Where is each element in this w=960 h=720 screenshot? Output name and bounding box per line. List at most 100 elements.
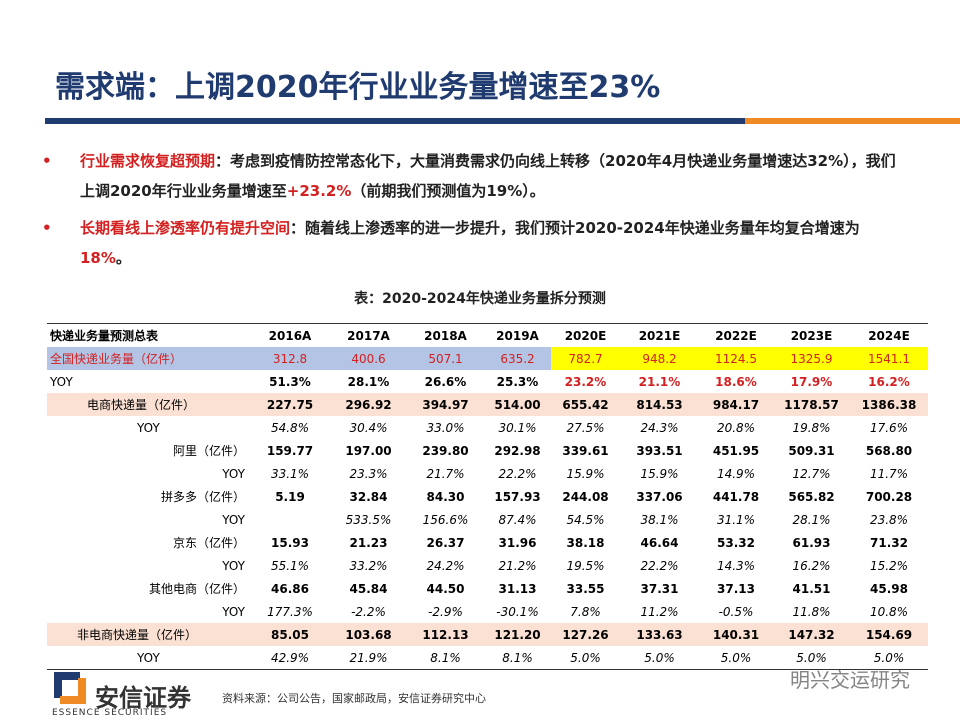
cell: 568.80: [865, 443, 913, 458]
cell: -30.1%: [496, 604, 539, 619]
cell: 45.98: [870, 581, 908, 596]
header-cell: 快递业务量预测总表: [47, 323, 250, 347]
row-label: 电商快递量（亿件）: [47, 393, 250, 416]
cell: 984.17: [699, 393, 773, 416]
row-label: YOY: [222, 512, 245, 527]
cell: 54.8%: [270, 420, 310, 435]
cell: 700.28: [865, 489, 913, 504]
row-label: YOY: [137, 420, 160, 435]
cell: 507.1: [407, 347, 484, 370]
bullet-highlight: 18%: [80, 249, 116, 267]
cell: 127.26: [551, 623, 620, 646]
cell: 51.3%: [269, 374, 311, 389]
row-label: 非电商快递量（亿件）: [47, 623, 250, 646]
table-row: 京东（亿件） 15.93 21.23 26.37 31.96 38.18 46.64 53.3…: [47, 531, 928, 554]
cell: 948.2: [620, 347, 699, 370]
header-cell: 2024E: [850, 323, 928, 347]
cell: 28.1%: [792, 512, 831, 527]
cell: -2.2%: [351, 604, 386, 619]
cell: 1386.38: [850, 393, 928, 416]
cell: 54.5%: [566, 512, 605, 527]
table-row: 电商快递量（亿件） 227.75 296.92 394.97 514.00 655.42 8…: [47, 393, 928, 416]
title-rule-accent: [745, 118, 960, 124]
cell: 21.7%: [426, 466, 465, 481]
bullet-tail: （前期我们预测值为19%）。: [351, 182, 545, 200]
cell: 84.30: [426, 489, 465, 504]
cell: 239.80: [422, 443, 469, 458]
cell: 655.42: [551, 393, 620, 416]
row-label: YOY: [50, 374, 73, 389]
bullet-dot: •: [42, 152, 52, 170]
cell: 37.13: [717, 581, 755, 596]
cell: 16.2%: [792, 558, 831, 573]
cell: 8.1%: [484, 646, 551, 670]
cell: 16.2%: [868, 374, 910, 389]
cell: 55.1%: [270, 558, 310, 573]
cell: 10.8%: [869, 604, 909, 619]
row-label: YOY: [222, 558, 245, 573]
cell: 20.8%: [716, 420, 756, 435]
cell: -2.9%: [428, 604, 463, 619]
cell: 292.98: [494, 443, 541, 458]
cell: 24.2%: [426, 558, 465, 573]
cell: 14.3%: [716, 558, 756, 573]
cell: 15.9%: [640, 466, 679, 481]
cell: 441.78: [712, 489, 760, 504]
cell: 1124.5: [699, 347, 773, 370]
title: 需求端：上调2020年行业业务量增速至23%: [55, 70, 661, 105]
table: 快递业务量预测总表 2016A 2017A 2018A 2019A 2020E 2021E 2…: [47, 323, 928, 670]
cell: 5.0%: [773, 646, 850, 670]
cell: 22.2%: [498, 466, 537, 481]
header-cell: 2019A: [484, 323, 551, 347]
bullets: • 行业需求恢复超预期：考虑到疫情防控常态化下，大量消费需求仍向线上转移（2020…: [40, 146, 910, 280]
table-row: YOY 55.1% 33.2% 24.2% 21.2% 19.5% 22.2% 14.3% 16…: [47, 554, 928, 577]
cell: 533.5%: [345, 512, 392, 527]
cell: 514.00: [484, 393, 551, 416]
cell: 23.8%: [869, 512, 909, 527]
cell: 394.97: [407, 393, 484, 416]
cell: 33.55: [566, 581, 605, 596]
source: 资料来源：公司公告，国家邮政局，安信证券研究中心: [222, 692, 486, 705]
header-cell: 2022E: [699, 323, 773, 347]
bullet: • 长期看线上渗透率仍有提升空间：随着线上渗透率的进一步提升，我们预计2020-2…: [40, 213, 910, 273]
table-row: YOY 54.8% 30.4% 33.0% 30.1% 27.5% 24.3% 20.8% 19…: [47, 416, 928, 439]
logo-en: ESSENCE SECURITIES: [52, 708, 168, 718]
bullet-lead: 行业需求恢复超预期: [80, 152, 216, 170]
cell: 22.2%: [640, 558, 679, 573]
table-row: 非电商快递量（亿件） 85.05 103.68 112.13 121.20 127.26 1…: [47, 623, 928, 646]
table-row: 拼多多（亿件） 5.19 32.84 84.30 157.93 244.08 337.06 4…: [47, 485, 928, 508]
cell: 71.32: [870, 535, 908, 550]
cell: 19.8%: [792, 420, 831, 435]
cell: 31.1%: [716, 512, 756, 527]
cell: 41.51: [792, 581, 831, 596]
cell: 14.9%: [716, 466, 756, 481]
cell: 11.2%: [640, 604, 679, 619]
cell: 140.31: [699, 623, 773, 646]
cell: 23.3%: [349, 466, 388, 481]
cell: 31.96: [498, 535, 537, 550]
bullet: • 行业需求恢复超预期：考虑到疫情防控常态化下，大量消费需求仍向线上转移（2020…: [40, 146, 910, 206]
cell: 312.8: [250, 347, 330, 370]
cell: 133.63: [620, 623, 699, 646]
cell: 15.2%: [869, 558, 909, 573]
cell: 15.93: [271, 535, 309, 550]
cell: 5.19: [275, 489, 305, 504]
cell: 157.93: [494, 489, 541, 504]
table-row: YOY 177.3% -2.2% -2.9% -30.1% 7.8% 11.2% -0.5% 1…: [47, 600, 928, 623]
table-row: YOY 533.5% 156.6% 87.4% 54.5% 38.1% 31.1% 28.1%…: [47, 508, 928, 531]
table-row: YOY 51.3% 28.1% 26.6% 25.3% 23.2% 21.1% 18.6% 17…: [47, 370, 928, 393]
cell: 177.3%: [267, 604, 313, 619]
cell: 30.1%: [498, 420, 537, 435]
bullet-lead: 长期看线上渗透率仍有提升空间: [80, 219, 291, 237]
cell: 11.7%: [869, 466, 909, 481]
cell: 244.08: [562, 489, 609, 504]
logo-icon: [54, 672, 86, 704]
table-row: YOY 42.9% 21.9% 8.1% 8.1% 5.0% 5.0% 5.0% 5.0% 5.0…: [47, 646, 928, 670]
header-cell: 2018A: [407, 323, 484, 347]
cell: 197.00: [345, 443, 392, 458]
cell: 400.6: [330, 347, 407, 370]
cell: 296.92: [330, 393, 407, 416]
cell: 159.77: [266, 443, 314, 458]
row-label: 其他电商（亿件）: [148, 582, 245, 596]
cell: 1325.9: [773, 347, 850, 370]
